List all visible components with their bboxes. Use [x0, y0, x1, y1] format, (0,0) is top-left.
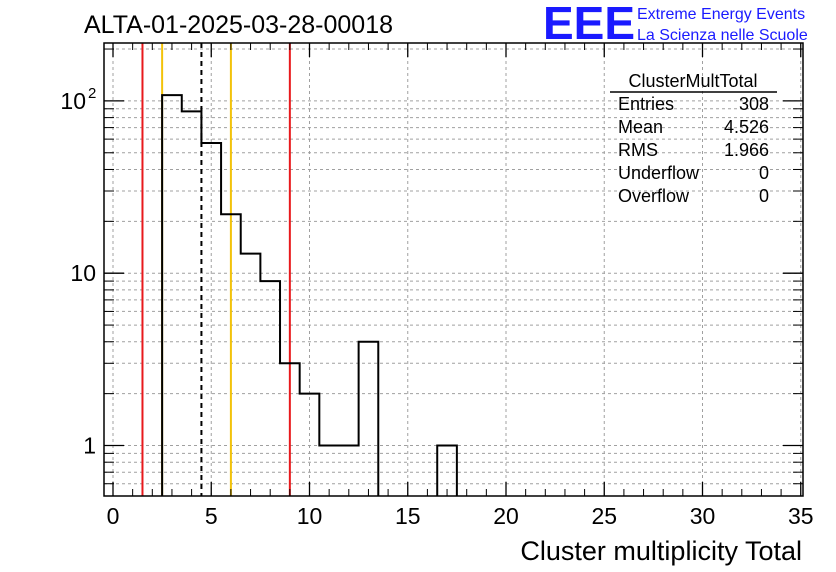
stats-label: Entries — [618, 94, 674, 114]
x-axis-label: Cluster multiplicity Total — [520, 536, 802, 566]
stats-box: ClusterMultTotal Entries 308 Mean 4.526 RMS 1… — [610, 71, 777, 206]
stats-label: Mean — [618, 117, 663, 137]
x-tick-label: 35 — [788, 503, 814, 529]
histogram-bin — [319, 446, 339, 497]
histogram-bin — [201, 143, 221, 496]
x-axis: 0 5 10 15 20 25 30 35 — [107, 43, 814, 529]
histogram-bin — [241, 254, 261, 496]
x-tick-label: 5 — [205, 503, 218, 529]
histogram-bin — [359, 342, 379, 496]
plot-frame — [103, 42, 804, 497]
eee-logo: EEE Extreme Energy Events La Scienza nel… — [543, 0, 808, 49]
x-tick-label: 20 — [493, 503, 519, 529]
histogram-bin — [280, 363, 300, 496]
histogram-bin — [260, 281, 280, 496]
stats-value: 0 — [759, 163, 769, 183]
x-tick-label: 25 — [591, 503, 617, 529]
histogram-bin — [182, 111, 202, 496]
histogram-bin — [339, 446, 359, 497]
histogram-bin — [162, 95, 182, 496]
x-tick-label: 10 — [297, 503, 323, 529]
histogram-bins — [161, 94, 458, 497]
y-tick-label: 1 — [83, 433, 96, 459]
x-tick-label: 30 — [690, 503, 716, 529]
grid — [104, 43, 803, 496]
x-tick-label: 0 — [107, 503, 120, 529]
histogram-outline — [161, 94, 458, 496]
y-tick-label-exponent: 2 — [88, 85, 96, 102]
stats-value: 308 — [739, 94, 769, 114]
stats-label: RMS — [618, 140, 658, 160]
stats-value: 4.526 — [724, 117, 769, 137]
x-tick-label: 15 — [395, 503, 421, 529]
y-tick-label: 10 — [70, 260, 96, 286]
histogram-bin — [300, 394, 320, 496]
y-tick-label: 10 — [60, 88, 86, 114]
logo-mark: EEE — [543, 0, 635, 49]
logo-line-2: La Scienza nelle Scuole — [637, 27, 808, 44]
histogram-bin — [221, 214, 241, 496]
stats-label: Underflow — [618, 163, 700, 183]
stats-value: 1.966 — [724, 140, 769, 160]
chart-title: ALTA-01-2025-03-28-00018 — [84, 11, 393, 39]
stats-value: 0 — [759, 186, 769, 206]
histogram-bin — [437, 446, 457, 497]
stats-label: Overflow — [618, 186, 690, 206]
logo-line-1: Extreme Energy Events — [637, 6, 805, 23]
stats-box-name: ClusterMultTotal — [628, 71, 757, 91]
